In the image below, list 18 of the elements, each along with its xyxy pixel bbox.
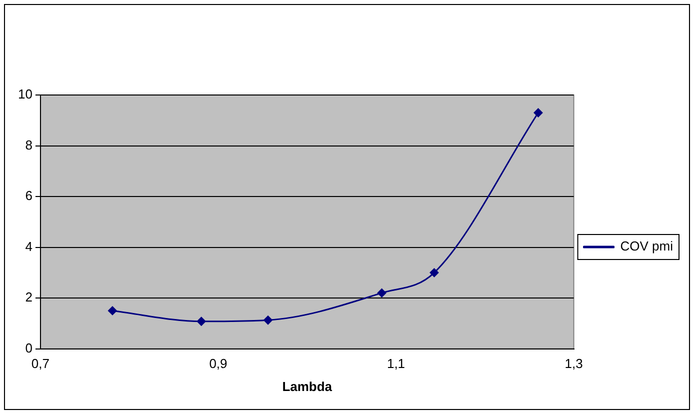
x-tick-label: 0,9	[209, 356, 228, 372]
y-tick-label: 2	[25, 290, 32, 305]
x-tick-label: 1,1	[386, 356, 406, 372]
x-tick-label: 1,3	[564, 356, 583, 372]
point	[108, 306, 117, 316]
x-axis-title: Lambda	[282, 378, 333, 394]
point	[534, 108, 543, 118]
y-tick-label: 4	[25, 238, 32, 254]
x-tick-label: 0,7	[31, 356, 50, 372]
point	[377, 288, 386, 298]
y-tick-label: 0	[25, 340, 32, 356]
y-tick-label: 10	[18, 86, 32, 102]
y-tick-label: 6	[25, 188, 32, 204]
point	[196, 316, 206, 326]
legend-label: COV pmi	[620, 238, 674, 254]
point	[264, 316, 273, 325]
point	[430, 268, 439, 278]
y-tick-label: 8	[25, 137, 32, 152]
